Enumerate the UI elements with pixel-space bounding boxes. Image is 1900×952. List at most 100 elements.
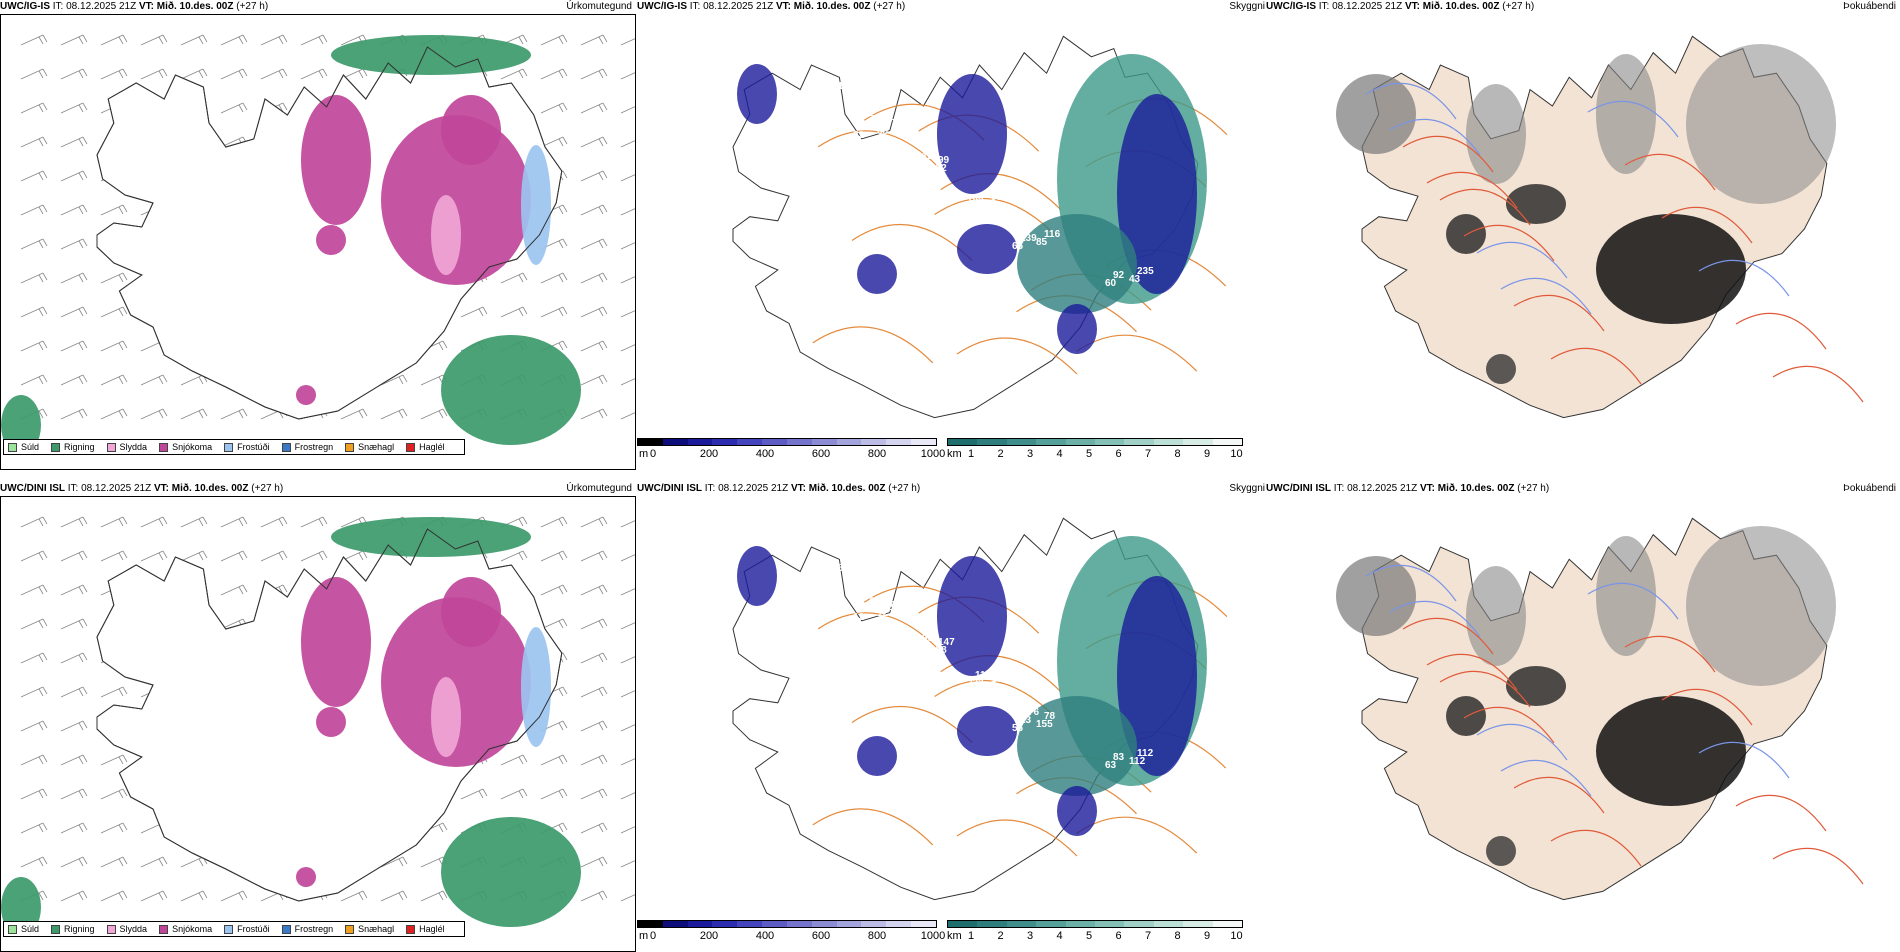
road (1772, 365, 1864, 403)
snow-depth-label: 99 (922, 633, 934, 644)
wind-barb (620, 588, 635, 596)
fog-area (1486, 354, 1516, 384)
precip-area (521, 627, 551, 747)
valid-time-value: Mið. 10.des. 00Z (156, 1, 234, 12)
legend-label: Haglél (419, 924, 445, 934)
valid-time-value: Mið. 10.des. 00Z (793, 1, 871, 12)
wind-barb (20, 68, 48, 80)
wind-barb (20, 170, 48, 182)
wind-barb (260, 516, 288, 528)
wind-barb (60, 720, 88, 732)
model-name: UWC/DINI ISL (1266, 483, 1331, 494)
wind-barb (580, 68, 608, 80)
fog-area (1336, 556, 1416, 636)
visibility-tick: 5 (1085, 448, 1093, 460)
wind-barb (580, 822, 608, 834)
precip-legend-item: Rigning (51, 924, 95, 934)
wind-barb (300, 34, 328, 46)
road (1402, 617, 1494, 655)
fog-panel: UWC/IG-IS IT: 08.12.2025 21Z VT: Mið. 10… (1266, 0, 1900, 470)
wind-barb (540, 754, 568, 766)
valid-time-value: Mið. 10.des. 00Z (1422, 1, 1500, 12)
snow-area (957, 706, 1017, 756)
wind-barb (60, 340, 88, 352)
visibility-panel: 22 10 12 96 58 56 63 62 79 75 127 188 131 155 112 64 61 6… (637, 482, 1329, 952)
visibility-map: 22 10 12 96 58 56 63 62 79 75 127 188 131 155 112 64 61 6… (732, 517, 1228, 901)
wind-barb (60, 822, 88, 834)
visibility-tick: 9 (1203, 930, 1211, 942)
wind-barb (580, 618, 608, 630)
precip-legend-item: Slydda (106, 924, 147, 934)
snow-depth-label: 112 (1129, 756, 1146, 767)
precip-area (431, 195, 461, 275)
wind-barb (60, 890, 88, 902)
wind-barb (540, 306, 568, 318)
river (1389, 118, 1481, 156)
wind-barb (20, 754, 48, 766)
wind-barb (620, 690, 635, 698)
wind-barb (500, 68, 528, 80)
wind-barb (60, 68, 88, 80)
snow-depth-label: 127 (877, 608, 894, 619)
road (1439, 670, 1531, 708)
road (812, 808, 934, 846)
snow-depth-label: 60 (1105, 278, 1117, 289)
height-tick: 1000 (920, 448, 946, 460)
wind-barb (620, 656, 635, 664)
legend-label: Rigning (64, 924, 95, 934)
visibility-tick: 7 (1144, 930, 1152, 942)
wind-barb (620, 826, 635, 834)
lead-time: (+27 h) (251, 483, 284, 494)
fog-area (1596, 214, 1746, 324)
snow-depth-label: 131 (983, 682, 1000, 693)
wind-barb (60, 408, 88, 420)
valid-time-value: Mið. 10.des. 00Z (1437, 483, 1515, 494)
snow-depth-label: 65 (808, 567, 820, 578)
wind-barb (140, 68, 168, 80)
road (1661, 688, 1753, 726)
wind-barb (580, 754, 608, 766)
visibility-panel: 76 80 82 85 87 66 60 100 105 76 68 152 136 85 43 56 51 49… (637, 0, 1329, 470)
init-time-value: 08.12.2025 21Z (66, 1, 137, 12)
precip-legend-item: Frostregn (281, 442, 333, 452)
init-time-value: 08.12.2025 21Z (1347, 483, 1418, 494)
road (934, 197, 1056, 235)
wind-barb (380, 408, 408, 420)
height-colorbar (637, 438, 937, 446)
init-time-value: 08.12.2025 21Z (718, 483, 789, 494)
legend-swatch (345, 442, 355, 452)
fog-panel-title: UWC/DINI ISL IT: 08.12.2025 21Z VT: Mið.… (1266, 482, 1900, 496)
visibility-panel-title: UWC/IG-IS IT: 08.12.2025 21Z VT: Mið. 10… (637, 0, 1265, 14)
wind-barb (140, 856, 168, 868)
legend-label: Frostúði (237, 442, 270, 452)
snow-depth-label: 76 (747, 56, 759, 67)
road (1624, 153, 1716, 191)
visibility-tick: 4 (1056, 448, 1063, 460)
snow-depth-label: 10 (800, 575, 812, 586)
wind-barb (100, 686, 128, 698)
visibility-colorbar (947, 438, 1243, 446)
visibility-tick: 6 (1115, 448, 1122, 460)
road (817, 130, 939, 168)
height-tick: 200 (699, 930, 719, 942)
snow-depth-label: 63 (1105, 760, 1117, 771)
legend-swatch (406, 442, 416, 452)
precip-panel-label: Úrkomutegund (566, 1, 632, 12)
wind-barb (60, 102, 88, 114)
precip-type-panel: Súld Rigning Slydda Snjókoma Frostúði Frostre… (0, 0, 636, 470)
precip-area (381, 597, 531, 767)
legend-label: Snjókoma (172, 924, 213, 934)
wind-barb (620, 242, 635, 250)
model-name: UWC/DINI ISL (637, 483, 702, 494)
wind-barb (60, 204, 88, 216)
snow-depth-label: 82 (853, 130, 865, 141)
snow-depth-label: 87 (959, 204, 971, 215)
wind-barb (380, 890, 408, 902)
wind-barb (100, 68, 128, 80)
wind-barb (580, 408, 608, 420)
valid-time-label: VT: (138, 1, 157, 12)
init-time-label: IT: (704, 483, 719, 494)
visibility-tick: 2 (997, 930, 1004, 942)
height-tick: 600 (811, 930, 831, 942)
precip-map-frame: Súld Rigning Slydda Snjókoma Frostúði Frostre… (0, 14, 636, 470)
